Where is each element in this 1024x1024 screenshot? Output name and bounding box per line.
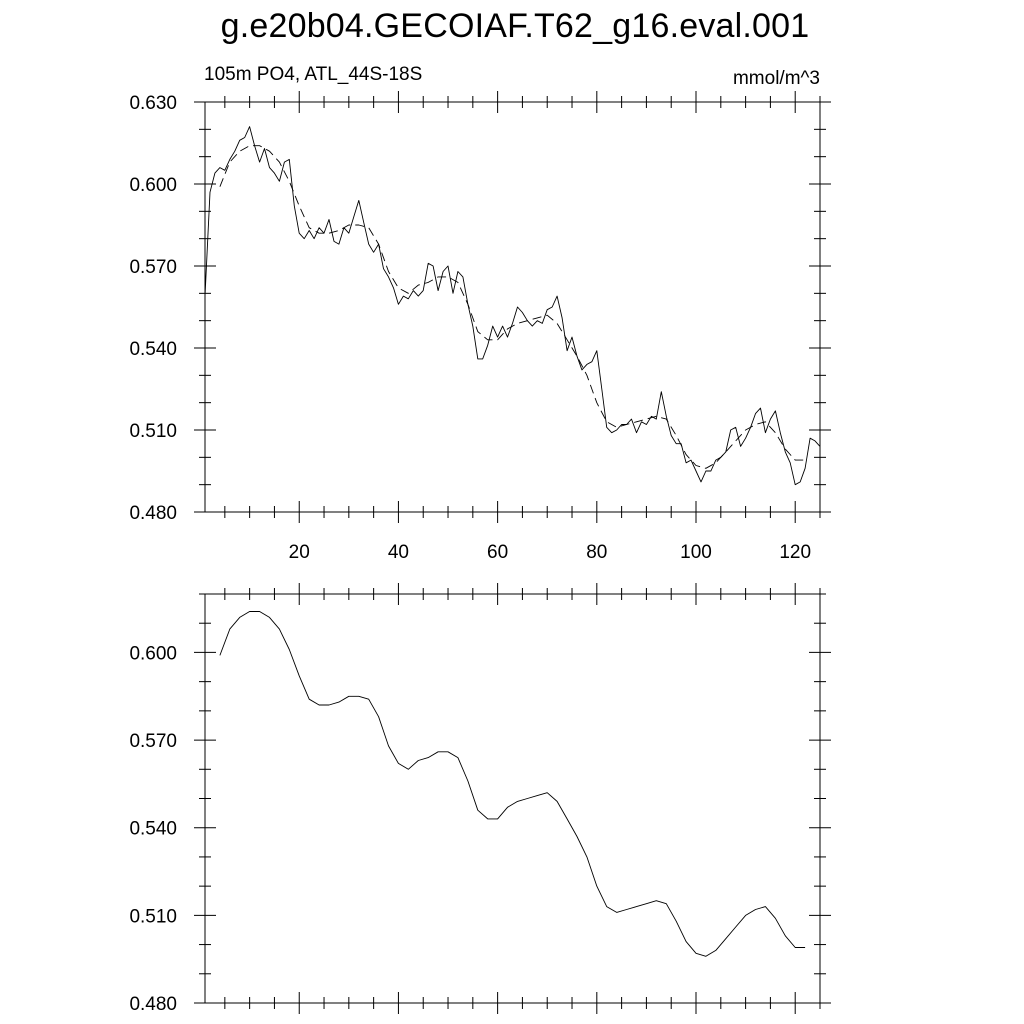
x-tick-label: 40 (388, 542, 409, 563)
x-tick-label: 100 (680, 542, 712, 563)
smoothed-series-line (219, 145, 806, 469)
y-tick-label: 0.510 (129, 421, 177, 442)
y-tick-label: 0.600 (129, 643, 177, 664)
series-line (204, 126, 821, 486)
y-tick-label: 0.570 (129, 257, 177, 278)
y-tick-label: 0.540 (129, 339, 177, 360)
series-line (219, 611, 806, 957)
y-tick-label: 0.480 (129, 503, 177, 524)
x-tick-label: 20 (289, 542, 310, 563)
y-tick-label: 0.510 (129, 906, 177, 927)
plot-frame (204, 101, 821, 513)
units-subtitle: mmol/m^3 (732, 68, 820, 89)
variable-subtitle: 105m PO4, ATL_44S-18S (204, 64, 423, 85)
y-tick-label: 0.480 (129, 994, 177, 1015)
y-tick-label: 0.540 (129, 819, 177, 840)
x-tick-label: 80 (586, 542, 607, 563)
x-tick-label: 60 (487, 542, 508, 563)
plot-frame (204, 593, 821, 1004)
y-tick-label: 0.630 (129, 93, 177, 114)
y-tick-label: 0.600 (129, 175, 177, 196)
x-tick-label: 120 (779, 542, 811, 563)
chart-title: g.e20b04.GECOIAF.T62_g16.eval.001 (220, 7, 810, 45)
y-tick-label: 0.570 (129, 731, 177, 752)
